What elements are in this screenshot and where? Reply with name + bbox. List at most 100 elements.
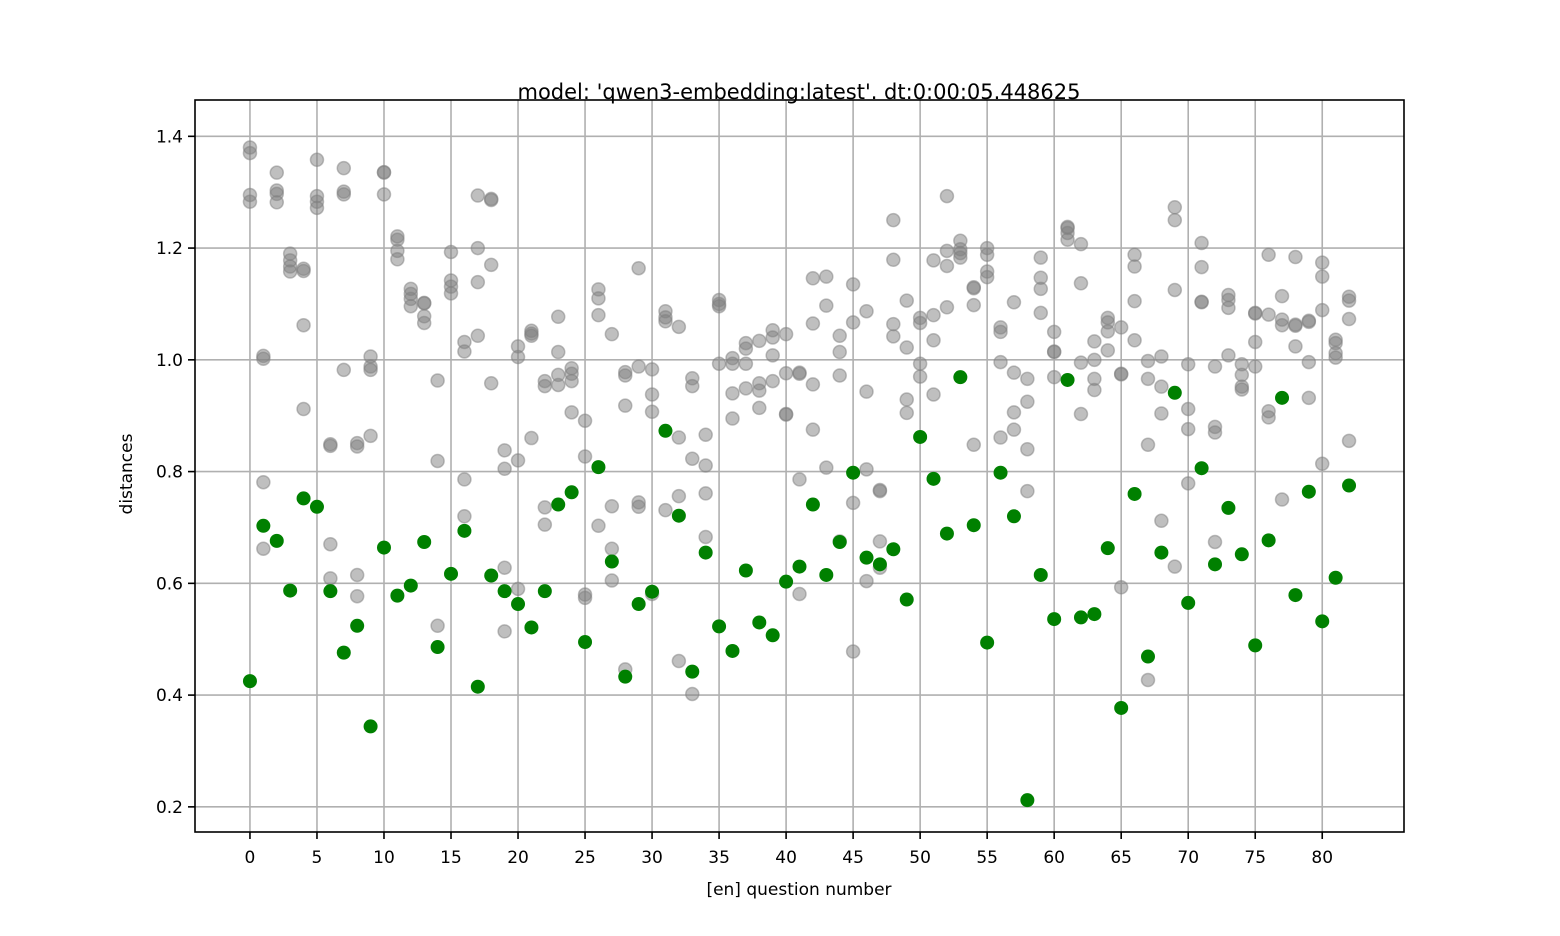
others-point (644, 362, 660, 377)
best-point (752, 615, 767, 630)
x-tick-label: 15 (440, 848, 462, 868)
others-point (604, 573, 620, 588)
x-tick-label: 0 (245, 848, 256, 868)
best-point (1060, 372, 1075, 387)
others-point (591, 291, 606, 306)
others-point (510, 349, 526, 365)
others-point (1221, 348, 1236, 363)
best-point (578, 635, 593, 650)
others-point (1033, 281, 1049, 297)
others-point (765, 373, 780, 389)
others-point (1207, 534, 1223, 550)
others-point (966, 437, 981, 453)
others-point (738, 381, 754, 396)
best-point (712, 619, 727, 634)
others-point (256, 351, 271, 366)
best-point (1073, 610, 1088, 625)
best-point (470, 679, 485, 694)
others-point (711, 298, 727, 314)
others-point (296, 263, 311, 279)
others-point (1006, 295, 1022, 310)
others-point (819, 269, 834, 284)
best-point (685, 664, 700, 679)
others-point (1087, 352, 1102, 368)
others-point (993, 430, 1008, 445)
others-point (993, 324, 1008, 340)
others-point (537, 500, 553, 515)
best-point (738, 563, 753, 578)
others-point (524, 328, 539, 344)
others-point (1261, 307, 1276, 322)
x-tick-label: 75 (1244, 848, 1266, 868)
others-point (805, 377, 821, 392)
others-point (323, 571, 338, 586)
others-point (1261, 410, 1276, 425)
others-point (979, 247, 995, 263)
others-point (752, 333, 767, 349)
x-tick-label: 55 (976, 848, 998, 868)
others-points (242, 140, 1357, 702)
others-point (242, 194, 258, 209)
best-point (618, 669, 633, 684)
others-point (845, 315, 861, 330)
others-point (510, 453, 526, 468)
others-point (886, 252, 901, 268)
best-point (283, 583, 298, 598)
others-point (349, 588, 365, 604)
best-point (993, 465, 1008, 480)
y-tick-label: 0.4 (156, 686, 183, 706)
others-point (1020, 483, 1035, 499)
others-point (470, 188, 486, 203)
others-point (765, 348, 780, 363)
others-point (832, 368, 847, 383)
others-point (618, 368, 633, 383)
others-point (1154, 349, 1169, 364)
best-point (350, 618, 365, 633)
others-point (1100, 343, 1116, 358)
others-point (912, 315, 928, 331)
others-point (483, 192, 499, 208)
best-point (939, 526, 954, 541)
best-point (551, 497, 566, 512)
others-point (604, 326, 620, 342)
best-point (390, 588, 405, 603)
best-point (1261, 533, 1276, 548)
others-point (1073, 276, 1089, 291)
others-point (363, 362, 378, 378)
others-point (1020, 371, 1035, 387)
others-point (711, 356, 727, 371)
others-point (671, 319, 687, 335)
others-point (323, 438, 338, 454)
others-point (1274, 317, 1290, 333)
others-point (1060, 232, 1075, 247)
best-point (1288, 588, 1303, 603)
others-point (1301, 314, 1317, 330)
best-point (846, 465, 861, 480)
others-point (1180, 401, 1196, 417)
others-point (805, 422, 821, 437)
others-point (859, 303, 874, 319)
best-point (1328, 570, 1343, 585)
others-point (778, 365, 794, 381)
others-point (725, 356, 740, 371)
best-point (1181, 595, 1196, 610)
others-point (457, 509, 472, 524)
best-point (792, 559, 807, 574)
best-point (1342, 478, 1357, 493)
others-point (671, 653, 687, 669)
others-point (1154, 513, 1169, 529)
others-point (1073, 355, 1089, 370)
others-point (416, 296, 432, 311)
x-tick-label: 25 (574, 848, 596, 868)
others-point (644, 404, 660, 420)
others-point (926, 253, 941, 268)
best-point (256, 518, 271, 533)
others-point (457, 344, 472, 359)
others-point (832, 328, 847, 344)
others-point (537, 378, 553, 394)
others-point (1020, 394, 1035, 409)
others-point (792, 472, 807, 487)
y-tick-label: 1.4 (156, 127, 183, 147)
others-point (497, 461, 512, 477)
